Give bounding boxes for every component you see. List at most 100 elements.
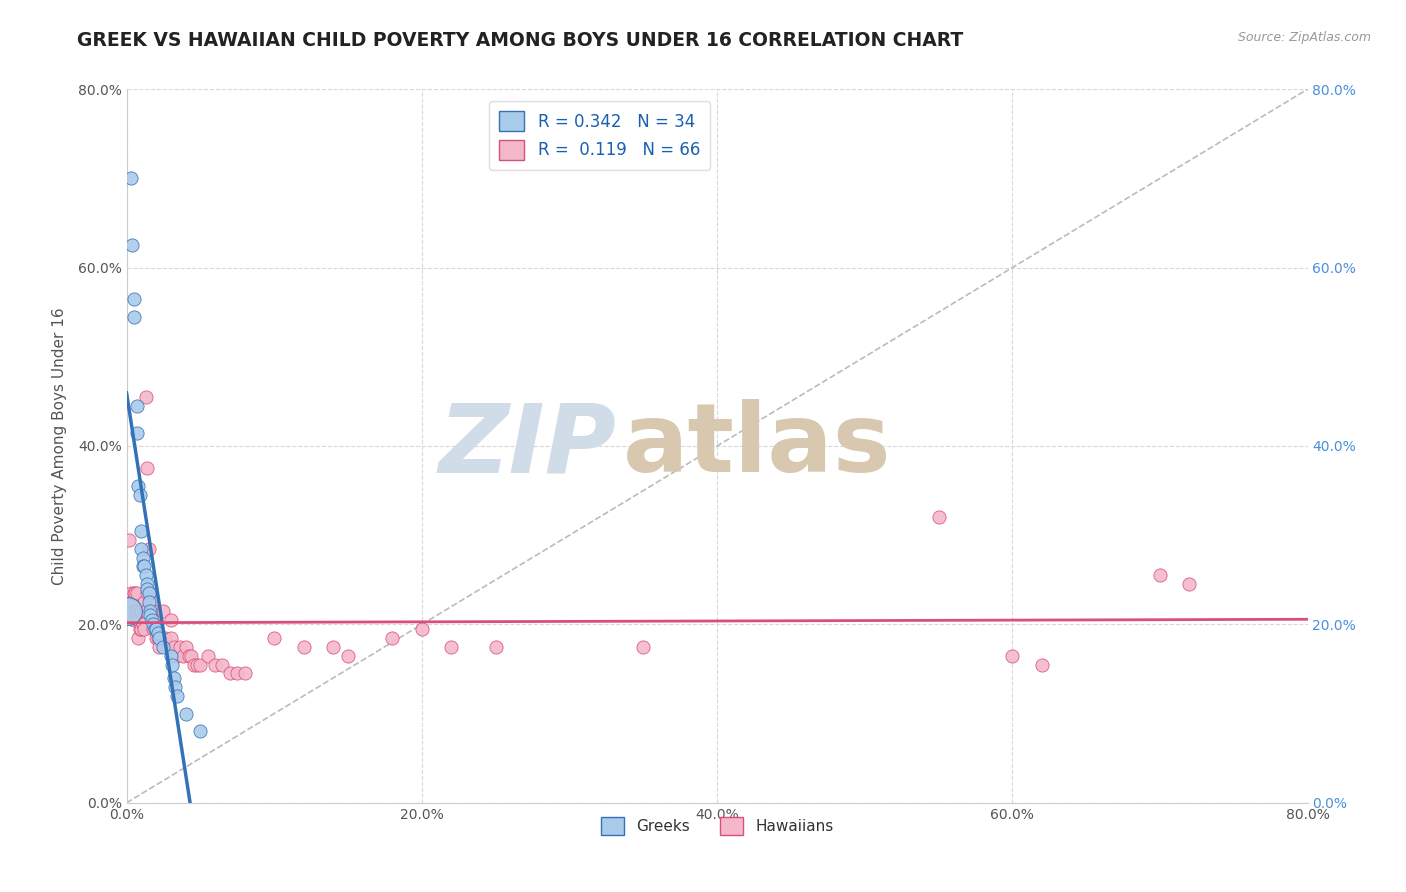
Point [928,510,950,524]
Point [219,666,242,681]
Point [128,604,150,618]
Point [139,586,162,600]
Point [136,461,159,475]
Point [148,631,170,645]
Point [134,595,156,609]
Point [174,640,197,654]
Point [183,657,205,672]
Point [136,582,159,596]
Point [125,586,148,600]
Point [145,622,167,636]
Point [117,604,139,618]
Point [142,604,165,618]
Point [337,648,360,663]
Point [165,680,187,694]
Point [152,640,174,654]
Point [135,568,157,582]
Point [124,586,146,600]
Point [124,604,146,618]
Y-axis label: Child Poverty Among Boys Under 16: Child Poverty Among Boys Under 16 [52,307,66,585]
Point [188,657,212,672]
Point [138,595,160,609]
Point [138,541,160,556]
Point [146,631,169,645]
Point [145,622,167,636]
Text: ZIP: ZIP [439,400,617,492]
Point [1001,648,1024,663]
Point [226,666,249,681]
Point [156,640,179,654]
Point [172,648,194,663]
Text: Source: ZipAtlas.com: Source: ZipAtlas.com [1237,31,1371,45]
Point [129,541,153,556]
Point [139,608,162,623]
Point [129,604,153,618]
Point [135,604,157,618]
Point [152,631,174,645]
Point [160,648,183,663]
Point [263,631,285,645]
Point [440,640,463,654]
Point [186,657,208,672]
Point [122,613,145,627]
Point [127,631,149,645]
Text: GREEK VS HAWAIIAN CHILD POVERTY AMONG BOYS UNDER 16 CORRELATION CHART: GREEK VS HAWAIIAN CHILD POVERTY AMONG BO… [77,31,963,50]
Point [152,604,174,618]
Point [177,648,200,663]
Point [197,648,219,663]
Point [322,640,344,654]
Point [138,586,160,600]
Point [141,595,163,609]
Point [143,613,166,627]
Point [136,577,159,591]
Point [129,622,153,636]
Point [1178,577,1201,591]
Point [204,657,226,672]
Point [188,724,212,739]
Point [233,666,256,681]
Point [128,488,150,502]
Point [148,640,170,654]
Point [180,648,202,663]
Point [146,626,169,640]
Point [120,171,142,186]
Point [121,238,143,252]
Point [160,631,183,645]
Point [162,657,184,672]
Point [125,399,148,413]
Point [166,648,188,663]
Point [143,622,166,636]
Point [136,586,159,600]
Point [169,640,191,654]
Point [163,671,186,685]
Point [163,640,186,654]
Point [1031,657,1053,672]
Point [135,390,157,404]
Point [142,617,165,632]
Point [633,640,655,654]
Point [118,533,141,547]
Point [125,425,148,440]
Point [134,559,156,574]
Point [211,657,233,672]
Point [134,622,156,636]
Point [292,640,315,654]
Point [132,617,155,632]
Point [381,631,404,645]
Point [122,586,145,600]
Point [122,292,145,306]
Point [166,689,188,703]
Point [174,706,197,721]
Point [127,613,149,627]
Point [145,631,167,645]
Point [153,631,176,645]
Point [160,613,183,627]
Point [129,524,153,538]
Point [127,479,149,493]
Text: atlas: atlas [623,400,891,492]
Point [142,622,165,636]
Point [132,559,155,574]
Point [411,622,433,636]
Legend: Greeks, Hawaiians: Greeks, Hawaiians [595,811,839,841]
Point [132,550,155,565]
